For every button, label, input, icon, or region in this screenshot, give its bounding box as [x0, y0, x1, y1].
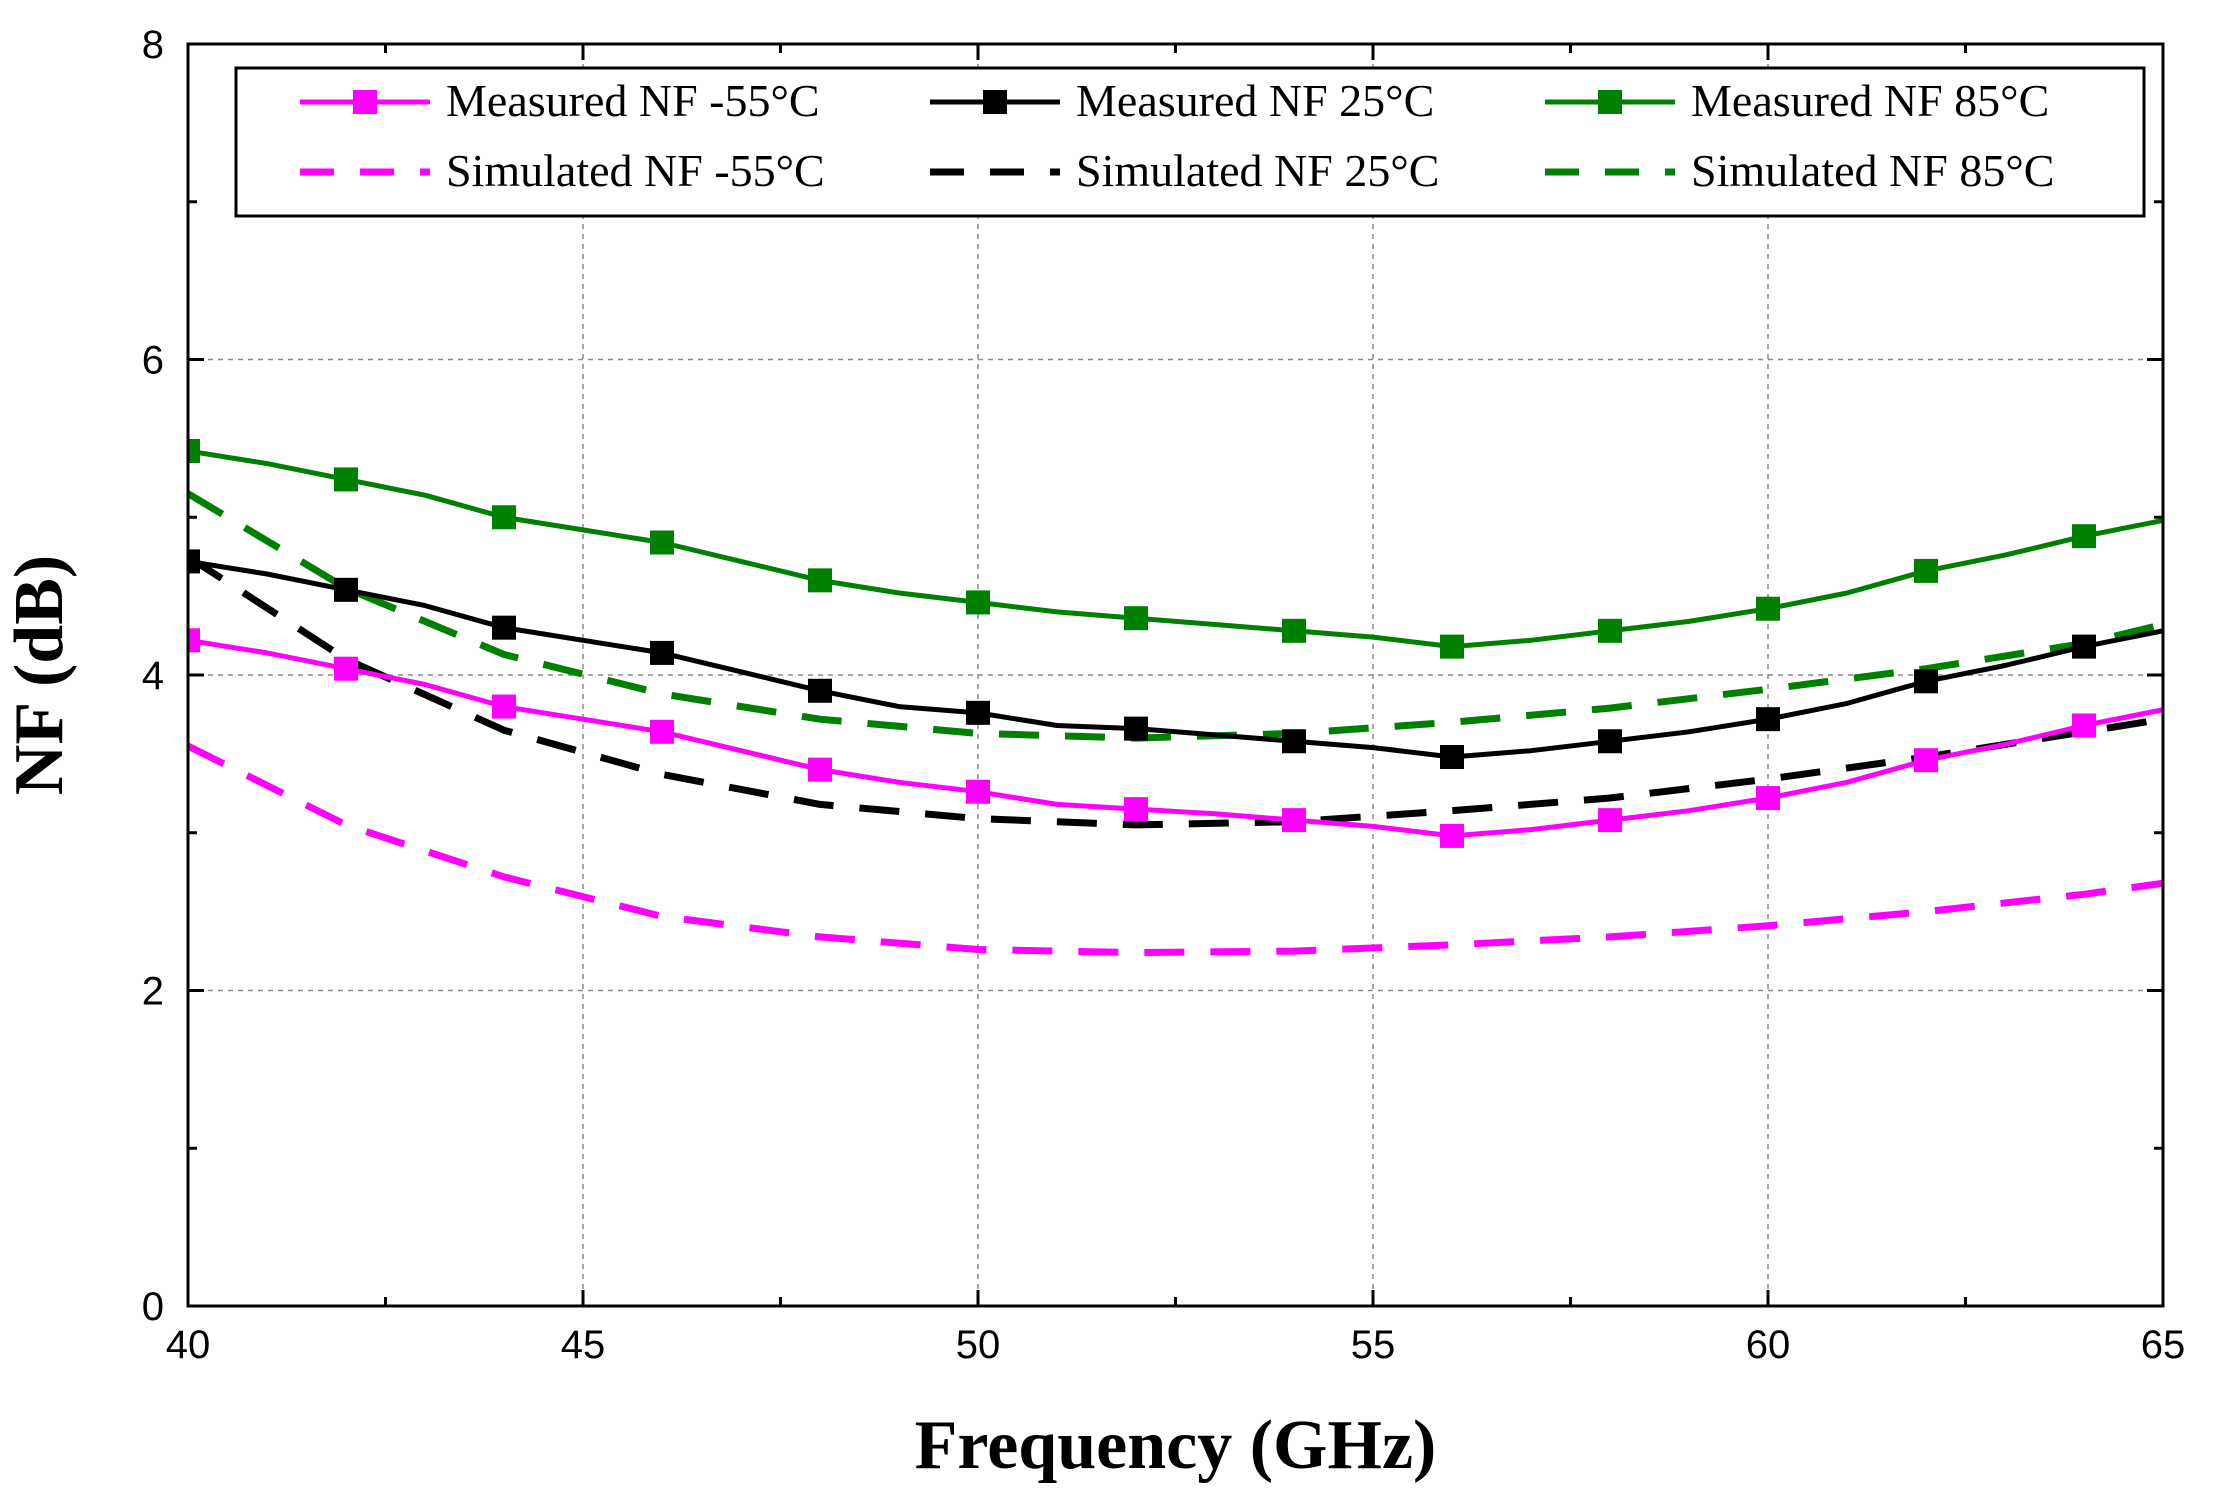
series-line	[188, 553, 2163, 829]
data-point	[188, 438, 200, 463]
data-point	[1914, 748, 1938, 773]
data-point	[2072, 713, 2096, 738]
series-measured-nf-55-c	[188, 628, 2163, 848]
legend: Measured NF -55°C Measured NF 25°C Measure…	[234, 66, 2146, 218]
data-point	[334, 577, 358, 602]
data-point	[1124, 606, 1148, 631]
data-point	[966, 700, 990, 725]
data-point	[1756, 596, 1780, 621]
x-tick-label: 45	[561, 1323, 606, 1367]
legend-label: Measured NF -55°C	[446, 75, 820, 126]
data-point	[334, 467, 358, 492]
data-point	[1124, 797, 1148, 822]
x-tick-label: 50	[956, 1323, 1001, 1367]
series-line	[188, 742, 2163, 957]
legend-label: Measured NF 85°C	[1691, 75, 2049, 126]
data-point	[1756, 786, 1780, 811]
data-point	[2072, 634, 2096, 659]
legend-label: Simulated NF 85°C	[1691, 145, 2054, 196]
data-point	[1598, 729, 1622, 754]
tick-labels: 40 45 50 55 60 65 0 2 4 6 8	[142, 23, 2186, 1367]
series-simulated-nf-55-c	[188, 742, 2163, 957]
series-measured-nf-85-c	[188, 438, 2163, 659]
x-tick-label: 65	[2141, 1323, 2186, 1367]
x-tick-label: 60	[1746, 1323, 1791, 1367]
data-point	[808, 678, 832, 703]
legend-marker	[1598, 90, 1622, 114]
legend-label: Simulated NF 25°C	[1076, 145, 1439, 196]
data-point	[334, 656, 358, 681]
legend-marker	[983, 90, 1007, 114]
y-tick-label: 8	[142, 23, 164, 67]
data-point	[492, 505, 516, 530]
data-point	[2072, 524, 2096, 549]
x-axis-title: Frequency (GHz)	[915, 1407, 1437, 1484]
axis-ticks	[186, 42, 2165, 1308]
grid-lines	[188, 44, 2163, 1306]
legend-label: Measured NF 25°C	[1076, 75, 1434, 126]
legend-box	[234, 66, 2146, 218]
data-point	[1282, 618, 1306, 643]
x-tick-label: 40	[166, 1323, 211, 1367]
data-point	[1914, 558, 1938, 583]
data-point	[1440, 823, 1464, 848]
legend-item: Measured NF 25°C	[930, 75, 1434, 126]
legend-item: Simulated NF 85°C	[1545, 145, 2054, 196]
y-axis-title: NF (dB)	[1, 555, 78, 795]
x-tick-label: 55	[1351, 1323, 1396, 1367]
data-point	[1124, 716, 1148, 741]
legend-item: Simulated NF 25°C	[930, 145, 1439, 196]
y-tick-label: 0	[142, 1285, 164, 1329]
data-point	[1598, 808, 1622, 833]
y-tick-label: 6	[142, 339, 164, 383]
series-line	[188, 637, 2163, 839]
data-point	[808, 757, 832, 782]
legend-item: Measured NF 85°C	[1545, 75, 2049, 126]
data-point	[1914, 669, 1938, 694]
data-point	[1756, 707, 1780, 732]
data-point	[492, 615, 516, 640]
data-point	[966, 779, 990, 804]
data-point	[1598, 618, 1622, 643]
legend-item: Measured NF -55°C	[300, 75, 820, 126]
legend-label: Simulated NF -55°C	[446, 145, 825, 196]
y-tick-label: 4	[142, 654, 164, 698]
data-point	[1282, 729, 1306, 754]
data-point	[650, 530, 674, 555]
series-measured-nf-25-c	[188, 549, 2163, 770]
data-point	[188, 628, 200, 653]
data-point	[966, 590, 990, 615]
series-line	[188, 558, 2163, 760]
data-point	[1440, 745, 1464, 770]
legend-marker	[353, 90, 377, 114]
y-tick-label: 2	[142, 970, 164, 1014]
data-point	[650, 719, 674, 744]
data-point	[1282, 808, 1306, 833]
data-point	[492, 694, 516, 719]
data-point	[650, 640, 674, 665]
series-simulated-nf-25-c	[188, 553, 2163, 829]
legend-item: Simulated NF -55°C	[300, 145, 825, 196]
data-point	[808, 568, 832, 593]
series-line	[188, 448, 2163, 650]
data-point	[1440, 634, 1464, 659]
series-layer	[188, 438, 2163, 957]
data-point	[188, 549, 200, 574]
